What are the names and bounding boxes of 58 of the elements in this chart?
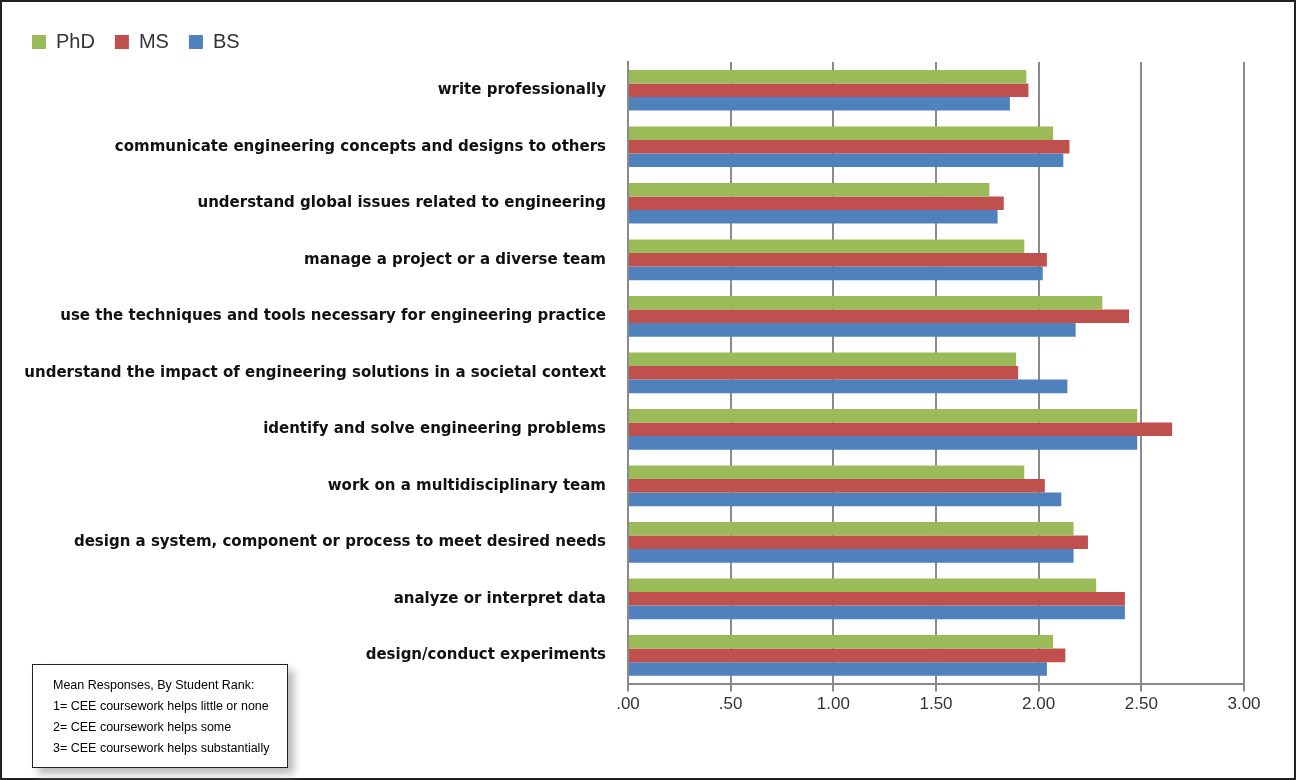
bar [629,408,1138,423]
text: Mean Responses, By Student Rank: [53,677,256,694]
y-tick-label: understand global issues related to engineering [197,193,606,212]
x-tick-label: .00 [616,694,640,714]
bar [629,126,1054,140]
bar [629,465,1025,480]
bar [629,379,1068,394]
y-tick-label: design/conduct experiments [365,645,607,664]
x-tick-label: .50 [718,694,743,714]
bar [629,210,998,224]
y-tick-label: write professionally [437,80,607,99]
bar [629,83,1029,98]
legend-label: PhD [56,29,95,52]
text: 3= CEE coursework helps substantially [53,740,270,757]
text: 2= CEE coursework helps some [53,719,233,736]
y-tick-label: manage a project or a diverse team [304,249,606,268]
bar [629,549,1074,563]
bar [629,635,1054,649]
bar [629,592,1125,606]
y-tick-label: understand the impact of engineering solutions in a societal context [24,362,606,381]
bar [629,662,1047,676]
bar [629,521,1074,536]
bar [629,239,1025,253]
bar [629,253,1047,267]
x-tick-label: 2.00 [1022,694,1056,714]
bar [629,578,1097,593]
legend-label: BS [212,29,240,52]
x-tick-label: 3.00 [1227,694,1261,714]
bar [629,196,1004,211]
x-tick-label: 2.50 [1124,694,1158,714]
y-tick-label: analyze or interpret data [393,588,606,607]
bar [629,266,1043,281]
y-tick-label: identify and solve engineering problems [263,419,607,438]
bar [629,323,1076,337]
bar [629,492,1062,507]
bar [629,97,1010,111]
bar [629,69,1027,84]
bar [629,535,1088,550]
legend-label: MS [138,29,169,52]
bar [629,182,990,197]
bar [629,295,1103,310]
x-tick-label: 1.50 [919,694,953,714]
bar [629,309,1130,324]
bar [629,153,1064,168]
y-tick-label: use the techniques and tools necessary for engineering practice [60,306,606,325]
bar [629,139,1070,154]
bar [629,352,1017,367]
y-tick-label: design a system, component or process to meet desired needs [73,532,607,551]
x-tick-label: 1.00 [816,694,850,714]
bar [629,605,1125,620]
y-tick-label: work on a multidisciplinary team [327,475,606,494]
text: 1= CEE coursework helps little or none [53,698,270,715]
bar [629,422,1173,437]
bar [629,366,1019,380]
y-tick-label: communicate engineering concepts and designs to others [114,136,607,155]
bar [629,648,1066,663]
bar [629,479,1045,493]
bar [629,436,1138,450]
